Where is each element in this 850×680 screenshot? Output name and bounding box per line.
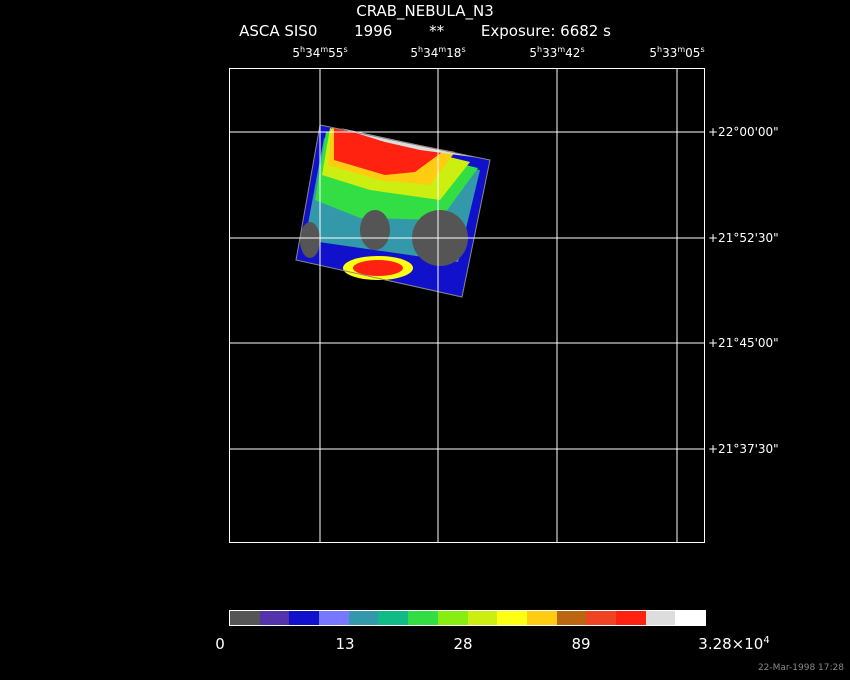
marker-label: ** xyxy=(429,22,445,40)
colorbar-swatch xyxy=(645,611,676,625)
colorbar-swatch xyxy=(289,611,320,625)
instrument-label: ASCA SIS0 xyxy=(239,22,318,40)
dec-tick-label: +21°37'30" xyxy=(708,442,779,456)
colorbar-swatch xyxy=(526,611,557,625)
colorbar-swatch xyxy=(408,611,438,625)
colorbar-swatch xyxy=(348,611,379,625)
colorbar-tick-label: 28 xyxy=(453,635,473,653)
colorbar-swatch xyxy=(497,611,527,625)
colorbar-tick-label: 13 xyxy=(335,635,355,653)
dec-tick-label: +21°45'00" xyxy=(708,336,779,350)
colorbar-swatch xyxy=(556,611,587,625)
colorbar-tick-label: 0 xyxy=(215,635,225,653)
ra-tick-label: 5h34m18s xyxy=(410,45,466,60)
dec-tick-label: +22°00'00" xyxy=(708,125,779,139)
colorbar-swatch xyxy=(586,611,616,625)
colorbar-swatch xyxy=(437,611,468,625)
plot-frame xyxy=(229,68,705,543)
colorbar-tick-label: 89 xyxy=(571,635,591,653)
ra-tick-label: 5h34m55s xyxy=(292,45,348,60)
intensity-map xyxy=(295,124,491,298)
colorbar-swatch xyxy=(230,611,260,625)
colorbar-swatch xyxy=(378,611,409,625)
timestamp: 22-Mar-1998 17:28 xyxy=(757,663,844,673)
exposure-label: Exposure: 6682 s xyxy=(480,22,611,40)
coordinate-grid xyxy=(229,68,705,543)
year-label: 1996 xyxy=(354,22,393,40)
colorbar xyxy=(229,610,706,626)
colorbar-swatch xyxy=(615,611,646,625)
ra-tick-label: 5h33m42s xyxy=(529,45,585,60)
image-title: CRAB_NEBULA_N3 xyxy=(356,2,494,20)
image-subtitle: ASCA SIS0 1996 ** Exposure: 6682 s xyxy=(0,22,850,40)
colorbar-swatch xyxy=(467,611,498,625)
colorbar-swatch xyxy=(319,611,349,625)
ra-tick-label: 5h33m05s xyxy=(649,45,705,60)
dec-tick-label: +21°52'30" xyxy=(708,231,779,245)
colorbar-swatch xyxy=(675,611,705,625)
colorbar-swatch xyxy=(259,611,290,625)
colorbar-max-label: 3.28×104 xyxy=(698,635,770,653)
